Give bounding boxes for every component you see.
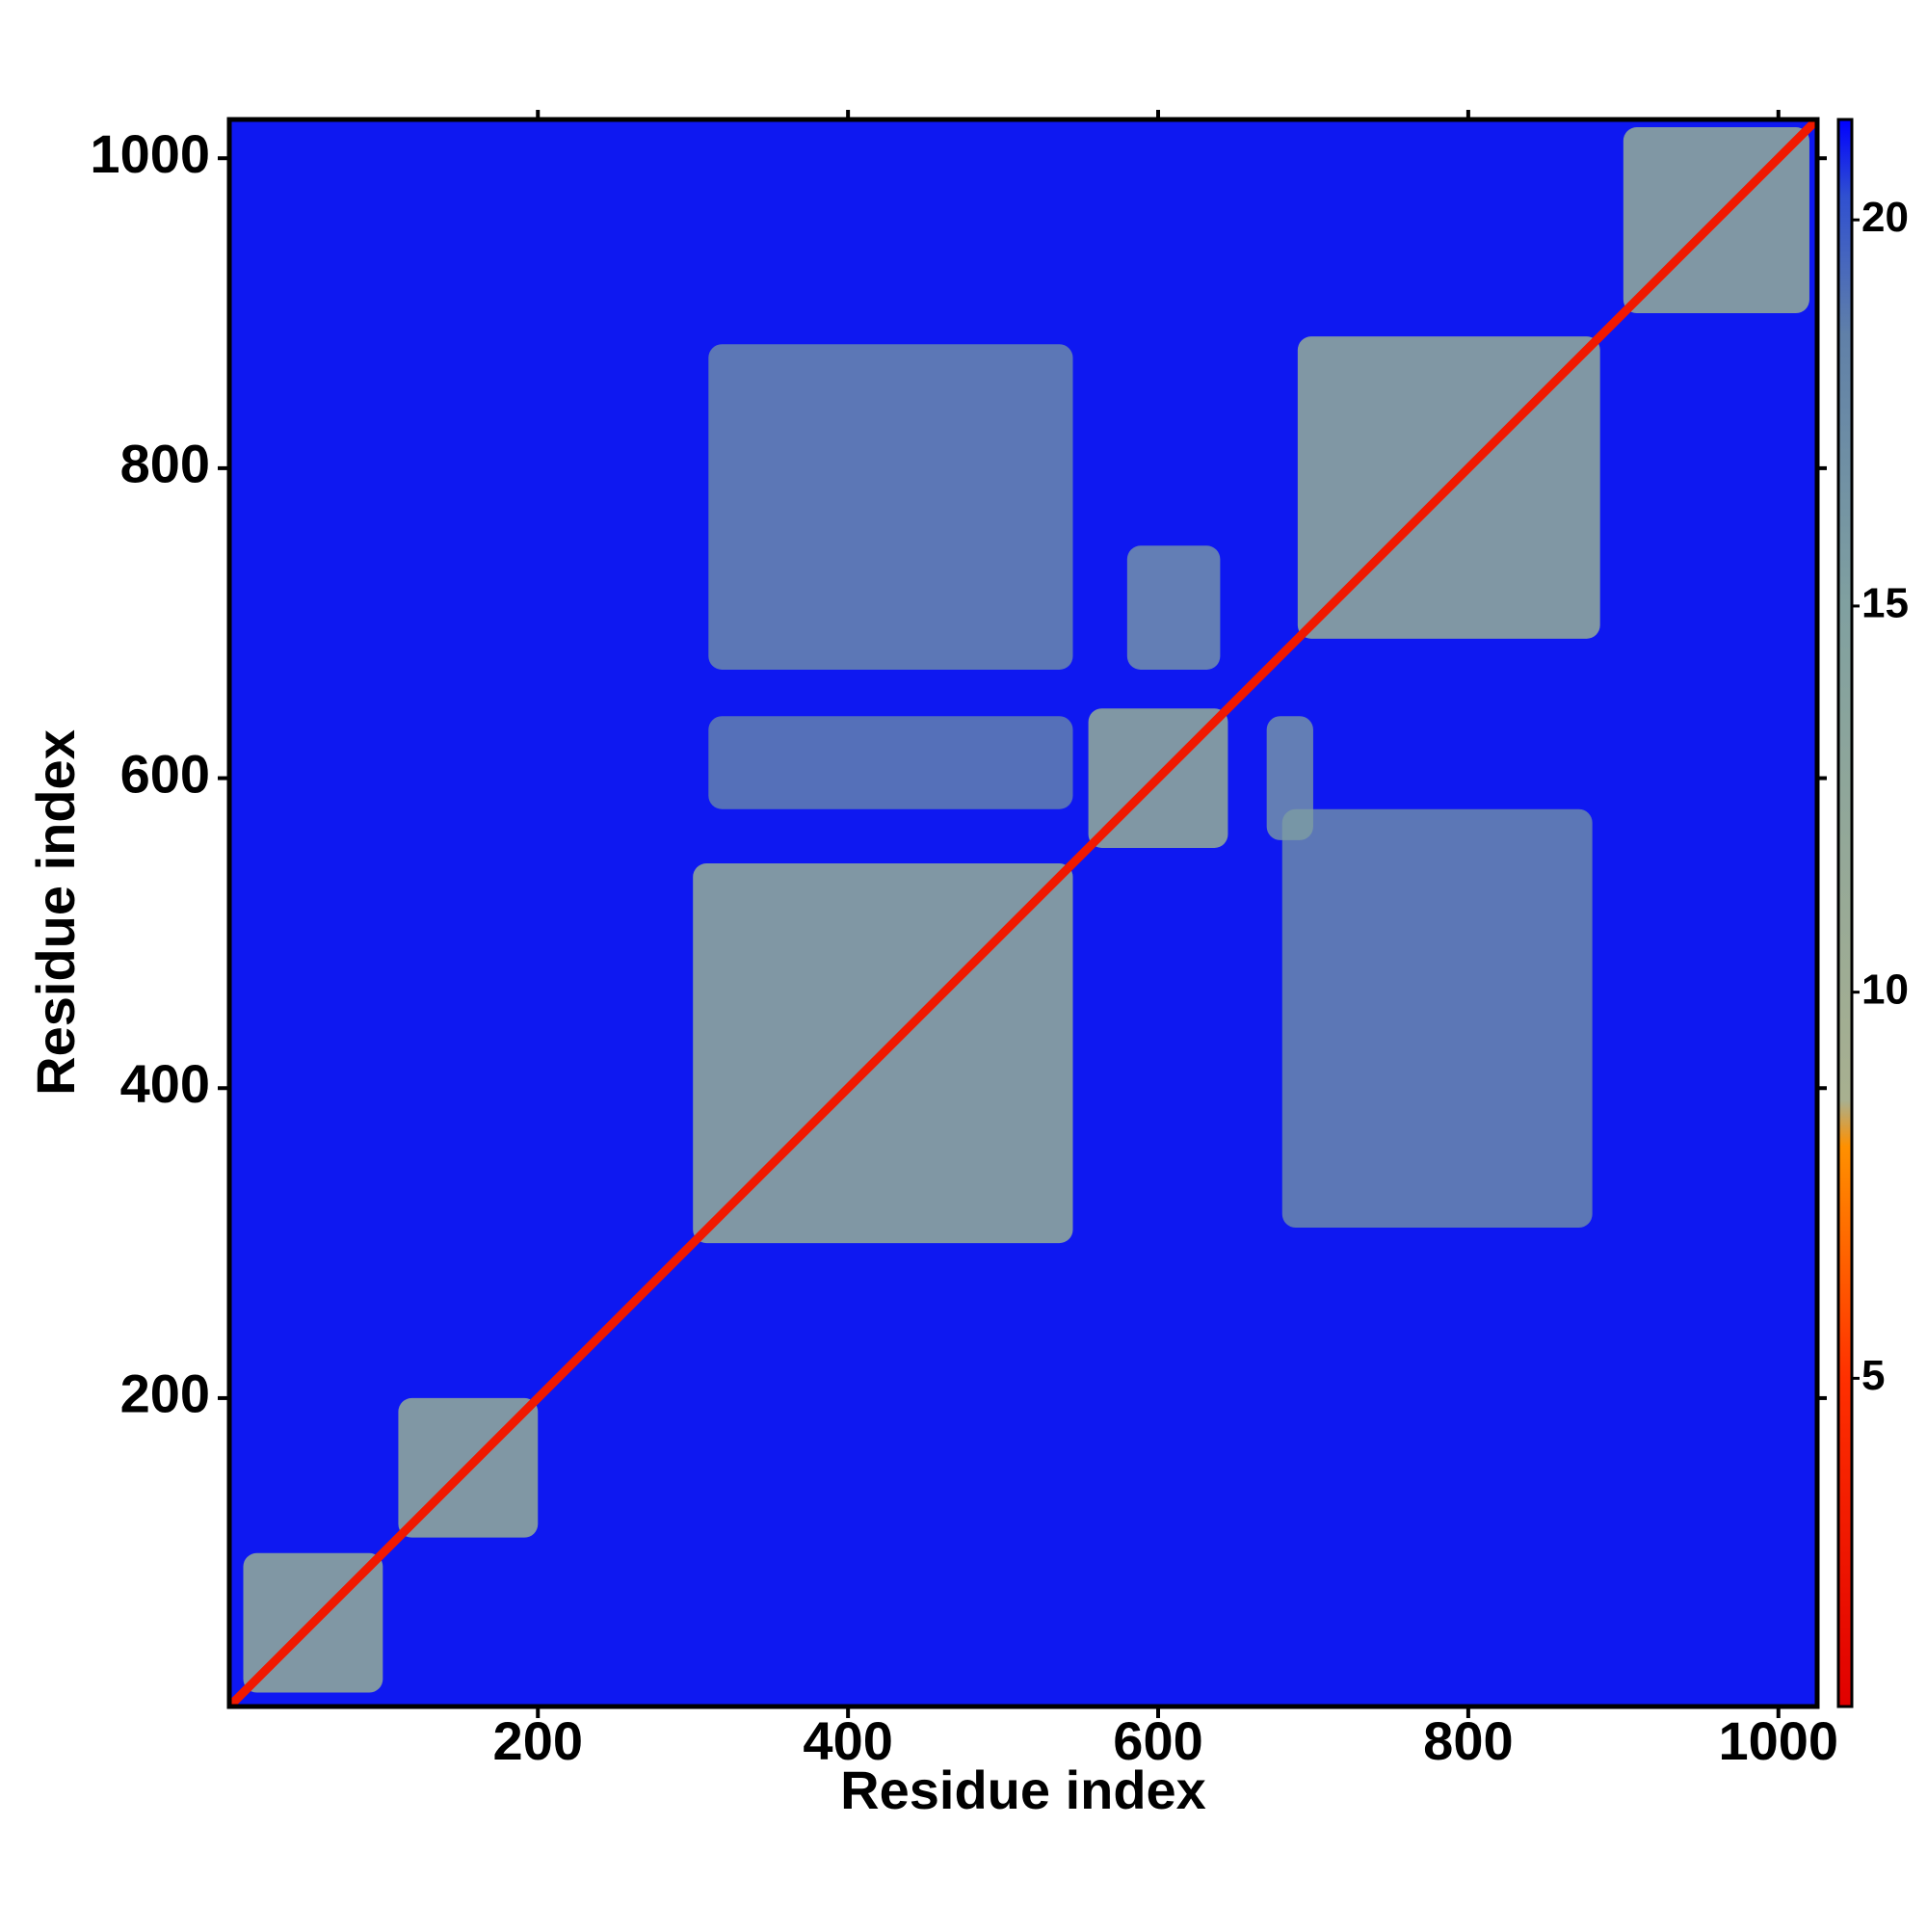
x-tick-label: 200 <box>493 1710 583 1771</box>
x-tick-label: 1000 <box>1718 1710 1838 1771</box>
plot-frame <box>226 117 1820 1709</box>
heatmap-region <box>1281 808 1593 1229</box>
y-tick-label: 800 <box>120 434 210 494</box>
colorbar-tick-label: 10 <box>1861 966 1909 1013</box>
colorbar-tick-label: 5 <box>1861 1352 1885 1399</box>
x-tick-label: 800 <box>1423 1710 1513 1771</box>
colorbar <box>1836 118 1854 1708</box>
x-tick-label: 400 <box>803 1710 892 1771</box>
colorbar-tick-label: 20 <box>1861 194 1909 241</box>
heatmap-region <box>1266 716 1313 840</box>
plot-area <box>229 119 1817 1707</box>
heatmap-region <box>708 344 1073 670</box>
y-axis-title: Residue index <box>25 729 86 1096</box>
colorbar-tick-label: 15 <box>1861 580 1909 627</box>
heatmap-region <box>1126 545 1221 670</box>
diagonal <box>229 119 1817 1707</box>
y-tick-label: 1000 <box>90 123 210 184</box>
y-tick-label: 600 <box>120 743 210 804</box>
x-axis-title: Residue index <box>840 1760 1206 1820</box>
y-tick-label: 400 <box>120 1053 210 1114</box>
heatmap-region <box>708 716 1073 809</box>
x-tick-label: 600 <box>1113 1710 1202 1771</box>
y-tick-label: 200 <box>120 1363 210 1424</box>
